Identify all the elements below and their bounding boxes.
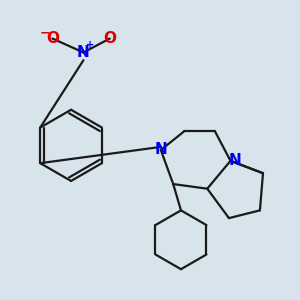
Text: N: N — [154, 142, 167, 158]
Text: O: O — [103, 31, 116, 46]
Text: N: N — [77, 45, 90, 60]
Text: +: + — [86, 40, 94, 50]
Text: −: − — [40, 26, 50, 40]
Text: O: O — [46, 31, 59, 46]
Text: N: N — [229, 153, 242, 168]
